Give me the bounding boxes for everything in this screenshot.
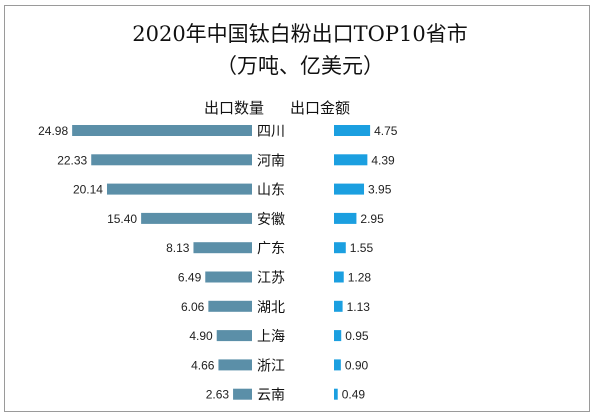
bar-export-value [334, 330, 342, 342]
bar-export-quantity [91, 154, 252, 166]
bar-export-quantity [208, 300, 252, 312]
bar-export-value [334, 183, 365, 195]
data-label-value: 2.95 [360, 212, 384, 226]
bar-export-quantity [218, 359, 252, 371]
data-label-value: 0.95 [345, 329, 369, 343]
data-label-value: 1.28 [348, 271, 372, 285]
data-label-value: 4.39 [371, 153, 395, 167]
category-label: 湖北 [257, 299, 285, 315]
data-label-quantity: 24.98 [38, 124, 68, 138]
chart-title: 2020年中国钛白粉出口TOP10省市 [132, 22, 468, 46]
category-label: 四川 [257, 123, 285, 139]
data-label-value: 4.75 [374, 124, 398, 138]
data-label-value: 0.90 [345, 358, 369, 372]
data-label-value: 1.55 [350, 241, 374, 255]
bar-export-value [334, 271, 344, 283]
bar-export-quantity [72, 125, 252, 136]
bar-export-value [334, 125, 371, 136]
category-label: 安徽 [257, 211, 285, 227]
bar-export-quantity [205, 271, 252, 283]
data-label-quantity: 22.33 [57, 153, 87, 167]
data-label-quantity: 6.49 [178, 271, 202, 285]
chart-subtitle: （万吨、亿美元） [216, 54, 384, 78]
data-label-quantity: 4.90 [189, 329, 213, 343]
data-label-quantity: 6.06 [181, 300, 205, 314]
data-label-quantity: 20.14 [73, 183, 103, 197]
bar-export-quantity [141, 212, 252, 224]
category-label: 浙江 [257, 357, 285, 373]
data-label-quantity: 4.66 [191, 358, 215, 372]
data-label-quantity: 15.40 [107, 212, 137, 226]
category-label: 云南 [257, 387, 285, 403]
data-label-value: 0.49 [342, 388, 366, 402]
category-label: 山东 [257, 182, 285, 198]
category-label: 河南 [257, 152, 285, 168]
category-label: 广东 [257, 240, 285, 256]
chart-frame [4, 5, 590, 412]
bar-export-value [334, 388, 338, 400]
category-label: 江苏 [257, 270, 285, 286]
data-label-quantity: 2.63 [206, 388, 230, 402]
bar-export-quantity [193, 242, 252, 254]
legend-export-quantity: 出口数量 [204, 99, 265, 117]
legend-export-value: 出口金额 [290, 99, 351, 117]
bar-export-quantity [216, 330, 252, 342]
bar-export-value [334, 154, 368, 166]
bar-export-quantity [233, 388, 252, 400]
bar-export-value [334, 359, 341, 371]
data-label-quantity: 8.13 [166, 241, 190, 255]
category-label: 上海 [257, 328, 285, 344]
bar-export-value [334, 212, 357, 224]
bar-export-value [334, 300, 343, 312]
bar-export-value [334, 242, 346, 254]
data-label-value: 3.95 [368, 183, 392, 197]
data-label-value: 1.13 [347, 300, 371, 314]
bar-export-quantity [106, 183, 252, 195]
